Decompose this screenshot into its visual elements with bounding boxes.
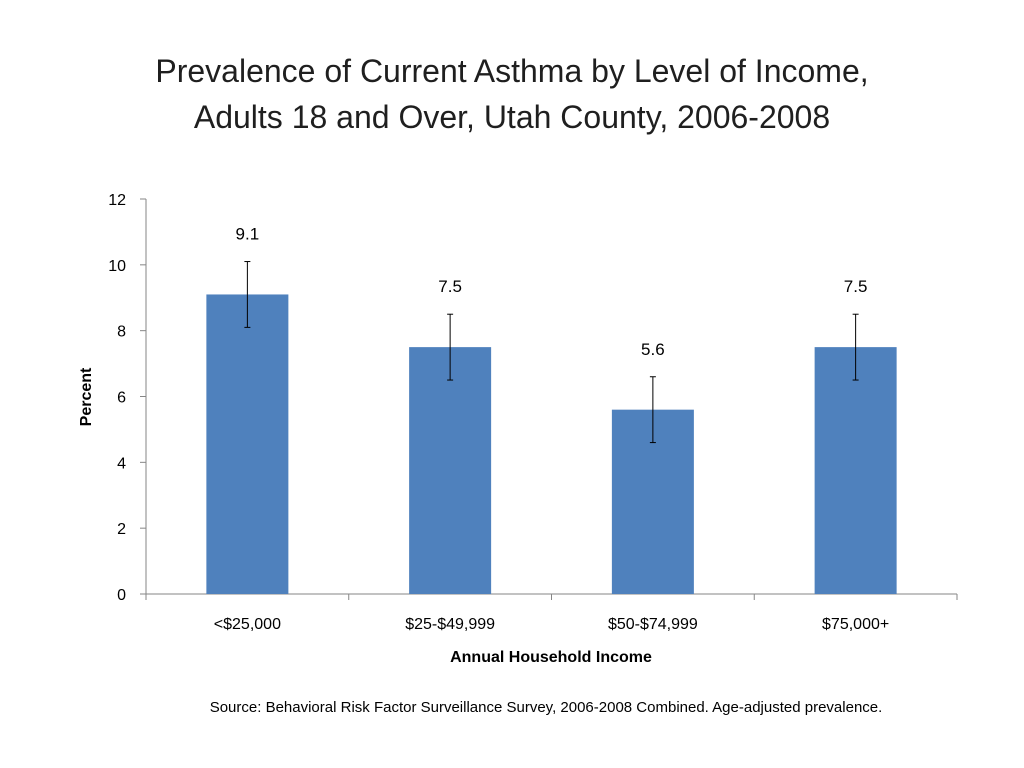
y-tick-label: 2 [117, 521, 126, 538]
bar [409, 347, 492, 594]
x-tick-label: <$25,000 [214, 616, 281, 633]
data-label: 5.6 [641, 340, 665, 359]
y-axis-title: Percent [78, 367, 95, 426]
y-tick-label: 4 [117, 455, 126, 472]
chart-title-line-1: Prevalence of Current Asthma by Level of… [155, 53, 869, 89]
x-tick-label: $50-$74,999 [608, 616, 698, 633]
data-label: 7.5 [438, 277, 462, 296]
bars [206, 261, 897, 594]
y-tick-label: 6 [117, 390, 126, 407]
x-axis-title: Annual Household Income [450, 649, 652, 666]
source-note: Source: Behavioral Risk Factor Surveilla… [209, 699, 883, 716]
y-tick-label: 8 [117, 324, 126, 341]
x-axis: <$25,000 $25-$49,999 $50-$74,999 $75,000+ [145, 593, 958, 633]
y-tick-label: 10 [108, 258, 126, 275]
y-tick-label: 12 [108, 192, 126, 209]
bar [814, 347, 897, 594]
x-tick-label: $75,000+ [822, 616, 889, 633]
chart-title-line-2: Adults 18 and Over, Utah County, 2006-20… [193, 99, 831, 135]
chart-title: Prevalence of Current Asthma by Level of… [0, 48, 1024, 140]
bar [206, 294, 289, 594]
data-label: 7.5 [844, 277, 868, 296]
y-axis: 0 2 4 6 8 10 12 [108, 192, 147, 604]
y-tick-label: 0 [117, 587, 126, 604]
data-label: 9.1 [236, 225, 260, 244]
x-tick-label: $25-$49,999 [405, 616, 495, 633]
data-labels: 9.1 7.5 5.6 7.5 [236, 225, 868, 359]
